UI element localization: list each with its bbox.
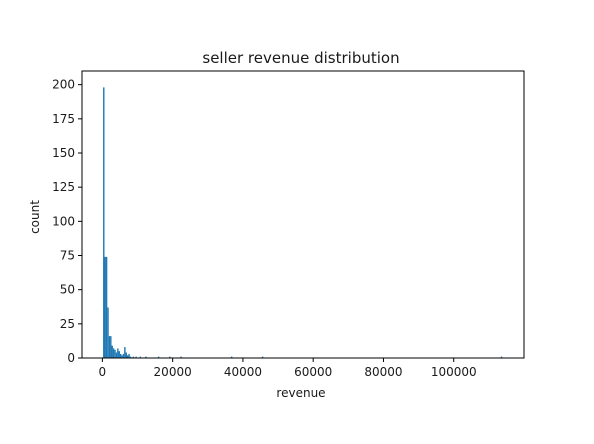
histogram-bar [124, 347, 126, 358]
histogram-bar [105, 256, 108, 358]
x-tick-label: 80000 [364, 365, 402, 379]
histogram-bar [114, 349, 116, 358]
x-tick-label: 40000 [224, 365, 262, 379]
x-tick-label: 0 [99, 365, 107, 379]
histogram-bar [132, 356, 134, 358]
y-tick-label: 0 [67, 351, 75, 365]
histogram-bar [110, 336, 112, 358]
histogram-bar [169, 356, 171, 358]
histogram-bar [125, 352, 127, 358]
histogram-bar [139, 356, 142, 358]
y-tick-label: 175 [52, 112, 75, 126]
plot-frame [81, 70, 525, 359]
histogram-bar [104, 256, 106, 358]
histogram-bar [180, 356, 182, 358]
histogram-bar [103, 87, 105, 359]
histogram-bar [126, 355, 129, 358]
histogram-bar [119, 353, 122, 358]
y-tick-label: 200 [52, 78, 75, 92]
histogram-bar [157, 356, 160, 358]
y-tick-label: 50 [60, 283, 75, 297]
x-tick-label: 20000 [154, 365, 192, 379]
y-tick-label: 75 [60, 249, 75, 263]
histogram-bar [135, 356, 137, 358]
histogram-bar [118, 351, 120, 358]
histogram-bar [122, 353, 125, 358]
histogram-bar [261, 356, 264, 358]
y-axis-label: count [28, 200, 42, 234]
histogram-bar [145, 356, 147, 358]
y-tick-label: 150 [52, 146, 75, 160]
histogram-bar [500, 356, 503, 358]
x-axis-label: revenue [276, 386, 325, 400]
histogram-bar [112, 348, 115, 358]
x-tick-label: 100000 [431, 365, 477, 379]
histogram-bar [111, 345, 113, 358]
y-tick-label: 25 [60, 317, 75, 331]
histogram-bar [128, 353, 130, 358]
histogram-bar [107, 307, 109, 358]
x-tick-label: 60000 [294, 365, 332, 379]
histogram-bar [108, 336, 111, 358]
histogram-bar [129, 356, 132, 358]
histogram-bar [117, 348, 119, 358]
y-tick-label: 100 [52, 214, 75, 228]
histogram-bar [121, 355, 123, 358]
y-tick-label: 125 [52, 180, 75, 194]
chart-title: seller revenue distribution [202, 49, 399, 67]
histogram-bar [115, 352, 118, 358]
histogram-bar [230, 356, 233, 358]
